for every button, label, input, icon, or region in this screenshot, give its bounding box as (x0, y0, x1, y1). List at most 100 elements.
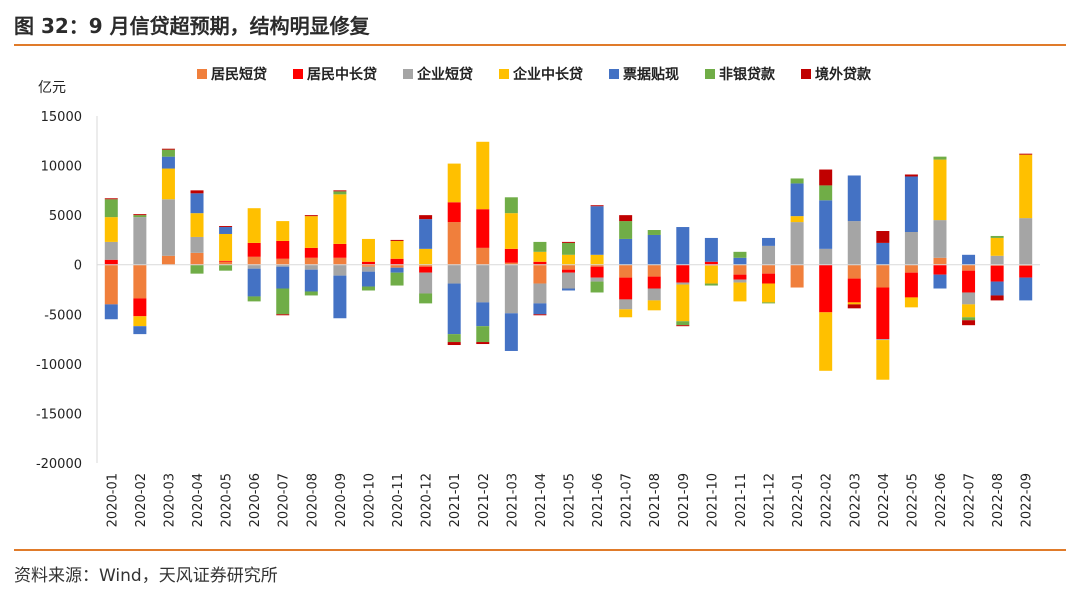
bar-stack-2020-03 (161, 148, 175, 265)
y-axis-unit-label: 亿元 (38, 80, 66, 96)
bar-segment (504, 213, 518, 249)
bar-stack-2021-12 (762, 237, 776, 304)
bar-segment (962, 292, 976, 305)
bar-segment (762, 245, 776, 265)
bar-segment (190, 264, 204, 274)
bar-segment (104, 264, 118, 305)
bar-segment (990, 295, 1004, 301)
bar-segment (876, 242, 890, 265)
bar-segment (447, 264, 461, 284)
x-tick-label: 2020-11 (391, 473, 406, 527)
bar-segment (904, 272, 918, 298)
bar-segment (819, 312, 833, 371)
y-axis: 15000 10000 5000 0 -5000 -10000 -15000 -20000 (36, 110, 98, 472)
bar-segment (390, 267, 404, 273)
legend-item: 票据贴现 (609, 66, 679, 83)
bar-stack-2021-07 (619, 215, 633, 318)
bar-segment (647, 276, 661, 289)
bar-segment (447, 163, 461, 203)
bar-segment (419, 293, 433, 304)
bar-segment (390, 264, 404, 268)
bar-segment (590, 254, 604, 265)
bar-segment (904, 174, 918, 177)
x-tick-label: 2020-09 (334, 473, 349, 527)
x-tick-label: 2021-06 (591, 473, 606, 527)
x-tick-label: 2020-07 (277, 473, 292, 527)
bar-segment (304, 216, 318, 248)
bar-segment (133, 316, 147, 327)
legend-item: 居民短贷 (197, 66, 267, 83)
x-tick-label: 2022-01 (791, 473, 806, 527)
bar-segment (819, 185, 833, 201)
bar-segment (933, 257, 947, 265)
bar-segment (733, 282, 747, 302)
legend-swatch (499, 69, 509, 79)
bar-segment (847, 264, 861, 279)
y-tick-label: 5000 (49, 209, 82, 224)
bar-segment (1019, 277, 1033, 301)
bar-segment (962, 254, 976, 265)
bar-segment (676, 321, 690, 326)
bar-segment (533, 283, 547, 304)
bar-segment (447, 222, 461, 265)
bar-segment (247, 208, 261, 243)
bar-segment (562, 264, 575, 270)
bar-segment (933, 159, 947, 221)
y-tick-label: -20000 (36, 457, 82, 472)
bar-segment (390, 239, 404, 241)
bar-segment (704, 283, 718, 286)
x-tick-label: 2022-07 (963, 473, 978, 527)
bar-segment (304, 257, 318, 265)
bar-segment (847, 278, 861, 303)
bar-segment (647, 234, 661, 265)
bar-segment (676, 264, 690, 283)
bar-segment (933, 156, 947, 160)
bar-segment (1019, 153, 1033, 155)
bar-segment (1019, 218, 1033, 265)
x-tick-label: 2021-12 (763, 473, 778, 527)
source-note: 资料来源：Wind，天风证券研究所 (14, 566, 278, 586)
bar-segment (990, 255, 1004, 265)
bar-segment (647, 230, 661, 235)
bar-segment (161, 148, 175, 150)
bar-segment (304, 215, 318, 217)
bar-segment (161, 168, 175, 200)
legend-item: 企业短贷 (403, 66, 473, 83)
x-tick-label: 2022-02 (820, 473, 835, 527)
bar-segment (590, 205, 604, 207)
bar-segment (619, 309, 633, 318)
bar-segment (762, 302, 776, 304)
bar-segment (990, 237, 1004, 256)
bar-segment (676, 282, 690, 285)
bar-segment (333, 194, 347, 244)
bar-segment (619, 264, 633, 278)
bar-segment (533, 261, 547, 265)
bar-segment (704, 237, 718, 262)
x-tick-label: 2021-10 (705, 473, 720, 527)
bar-segment (562, 272, 575, 289)
bar-stack-2021-04 (533, 241, 547, 316)
bar-segment (790, 264, 804, 288)
legend-swatch (609, 69, 619, 79)
bar-segment (104, 241, 118, 260)
bar-segment (276, 314, 290, 316)
bar-stack-2021-08 (647, 230, 661, 311)
y-tick-label: -5000 (44, 308, 82, 323)
bar-segment (104, 199, 118, 218)
bar-segment (161, 149, 175, 157)
bar-segment (790, 183, 804, 217)
bar-segment (219, 233, 233, 261)
x-tick-label: 2021-04 (534, 473, 549, 527)
bar-segment (876, 340, 890, 380)
bar-segment (562, 288, 575, 291)
bar-segment (447, 334, 461, 343)
x-tick-label: 2021-01 (448, 473, 463, 527)
y-tick-label: 0 (74, 259, 82, 274)
legend-label: 非银贷款 (719, 66, 776, 83)
legend-item: 企业中长贷 (499, 66, 583, 83)
x-tick-label: 2021-05 (563, 473, 578, 527)
bar-stack-2020-11 (390, 239, 404, 286)
bar-segment (133, 264, 147, 299)
bar-segment (504, 264, 518, 314)
bar-segment (962, 320, 976, 326)
